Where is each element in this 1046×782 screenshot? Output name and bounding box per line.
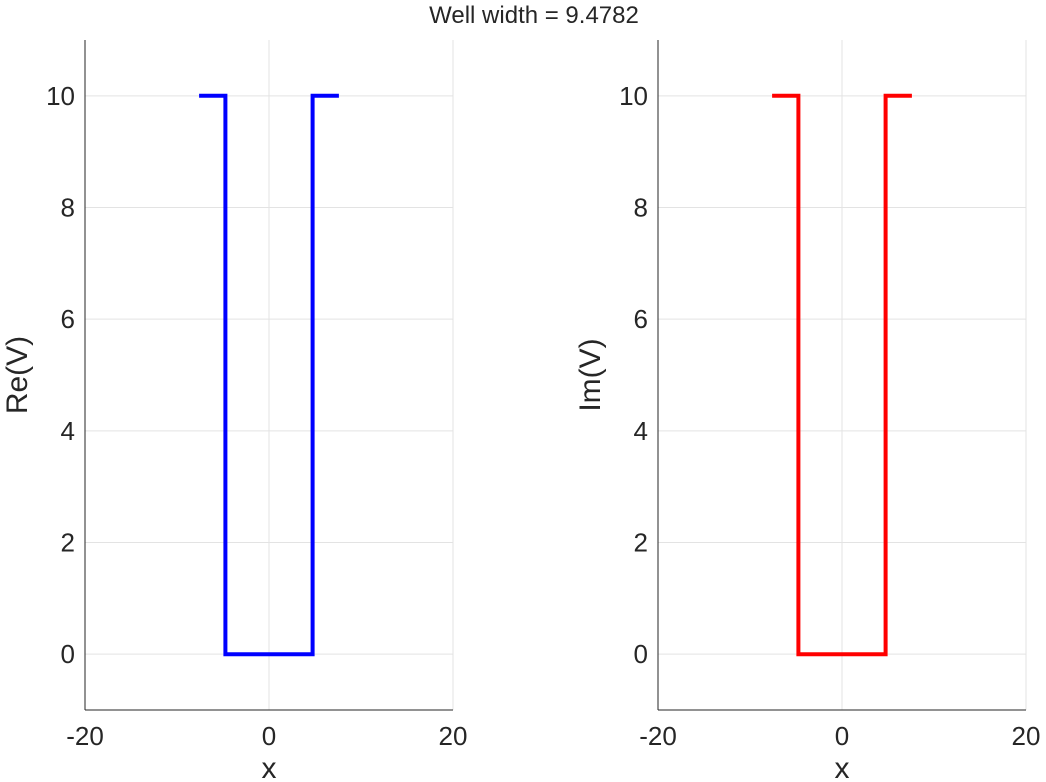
axes-real-part: -20 0 20 0 2 4 6 8 10 x Re(V): [1, 40, 467, 782]
x-tick-label: 0: [835, 721, 849, 751]
axes-imag-part: -20 0 20 0 2 4 6 8 10 x Im(V): [574, 40, 1040, 782]
y-tick-label: 8: [634, 193, 648, 223]
x-tick-label: 20: [1012, 721, 1041, 751]
y-tick-label: 4: [61, 416, 75, 446]
x-tick-label: 0: [262, 721, 276, 751]
y-tick-label: 2: [634, 528, 648, 558]
x-tick-label: 20: [439, 721, 468, 751]
x-axis-label: x: [262, 752, 277, 782]
x-tick-label: -20: [66, 721, 104, 751]
y-tick-label: 6: [634, 304, 648, 334]
potential-im-line: [772, 93, 912, 657]
x-axis-label: x: [835, 752, 850, 782]
y-tick-label: 6: [61, 304, 75, 334]
y-tick-label: 4: [634, 416, 648, 446]
potential-re-line: [199, 93, 339, 657]
y-tick-label: 10: [619, 81, 648, 111]
y-tick-label: 0: [61, 639, 75, 669]
y-tick-label: 8: [61, 193, 75, 223]
y-tick-label: 0: [634, 639, 648, 669]
x-tick-label: -20: [639, 721, 677, 751]
y-tick-label: 10: [46, 81, 75, 111]
y-axis-label: Im(V): [574, 338, 607, 411]
figure-suptitle: Well width = 9.4782: [429, 2, 639, 29]
y-axis-label: Re(V): [1, 336, 34, 414]
y-tick-label: 2: [61, 528, 75, 558]
